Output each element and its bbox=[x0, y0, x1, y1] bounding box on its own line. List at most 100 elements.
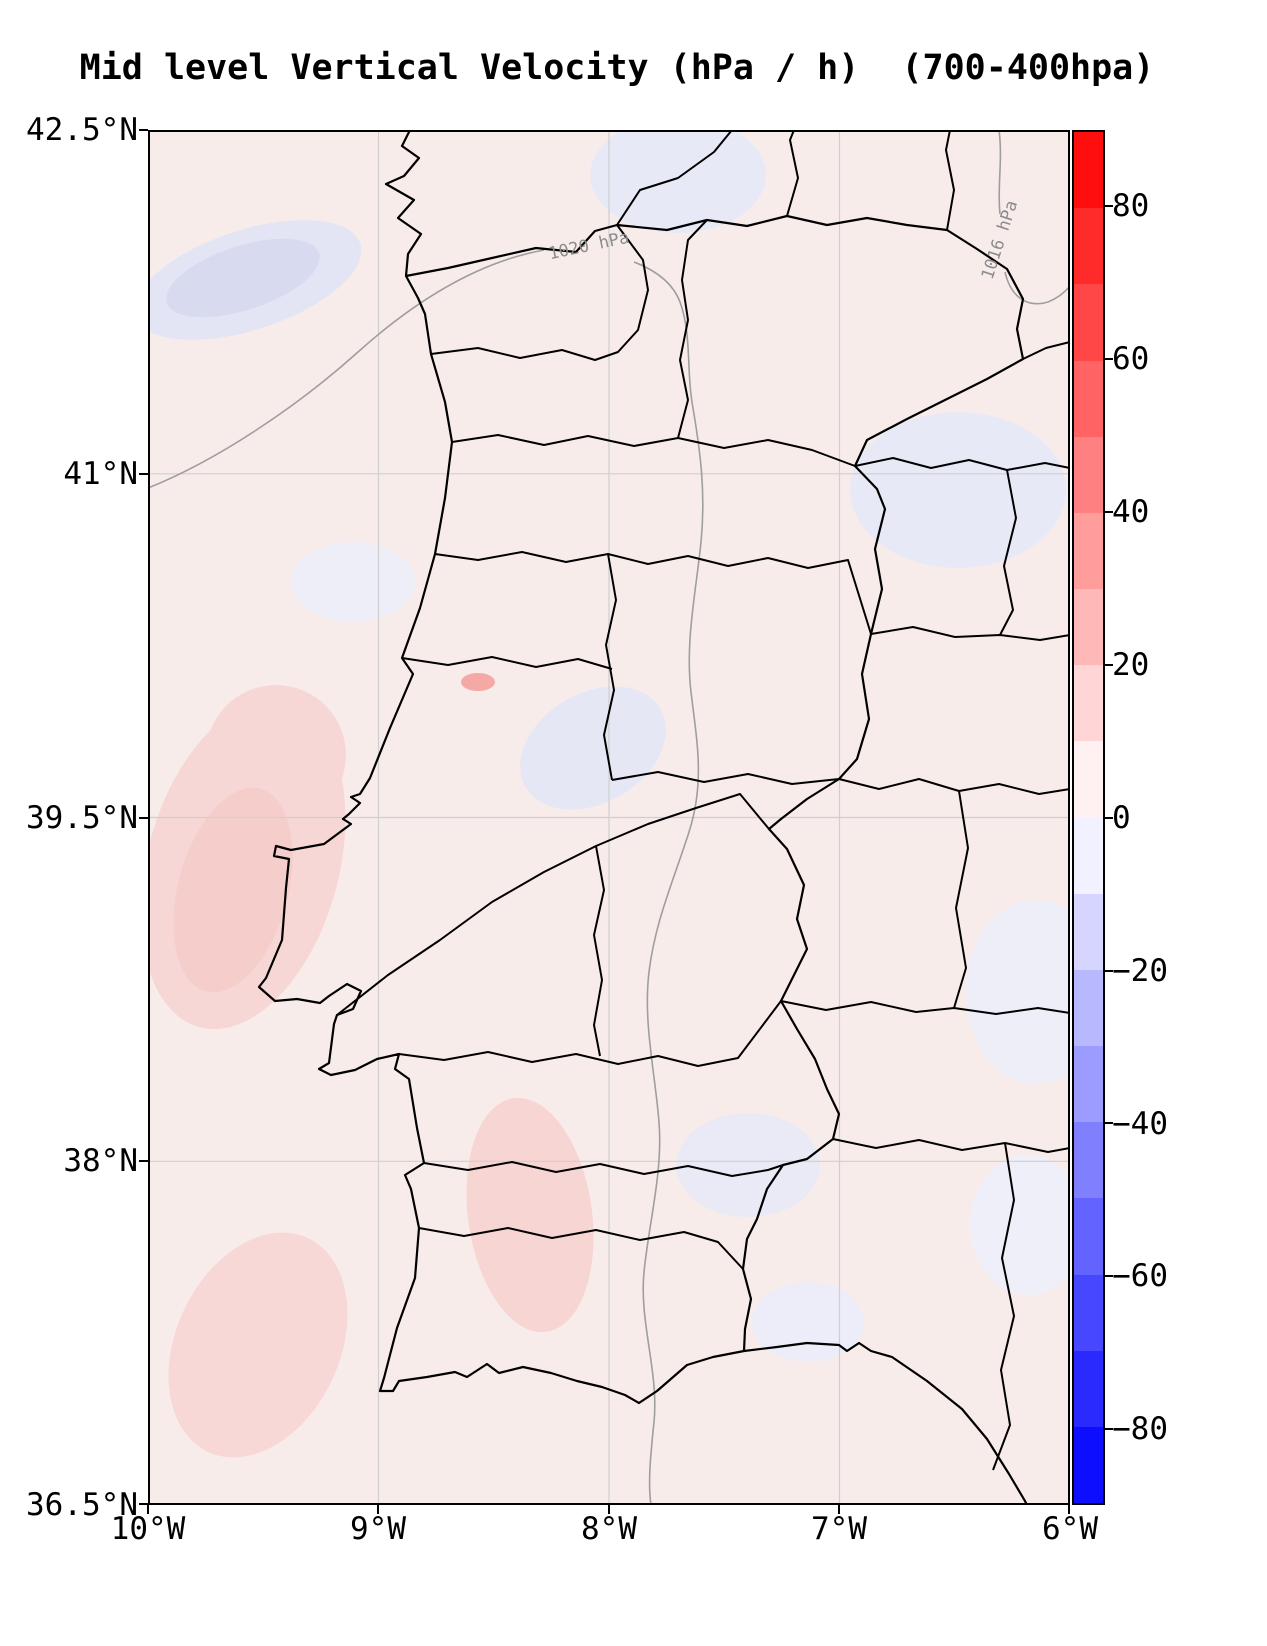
isobar-1016-upper bbox=[998, 130, 1002, 215]
district-border bbox=[677, 219, 708, 439]
lat-tick-label: 39.5°N bbox=[26, 800, 138, 836]
colorbar-tick-label: 0 bbox=[1112, 800, 1131, 836]
province-border bbox=[616, 130, 733, 226]
colorbar-tick-mark bbox=[1105, 205, 1113, 207]
graticule-gridlines bbox=[148, 130, 1070, 1505]
colorbar-segment bbox=[1074, 893, 1103, 970]
colorbar-tick-mark bbox=[1105, 358, 1113, 360]
lon-tick-label: 6°W bbox=[1042, 1511, 1098, 1547]
district-border bbox=[401, 656, 613, 670]
district-borders bbox=[336, 130, 1070, 1471]
lat-tick-mark bbox=[139, 1160, 148, 1162]
colorbar-segment bbox=[1074, 665, 1103, 742]
colorbar-segment bbox=[1074, 208, 1103, 285]
negative-anomaly-blob bbox=[590, 130, 766, 233]
country-border bbox=[405, 214, 1025, 1352]
positive-anomaly-blob bbox=[173, 787, 293, 993]
colorbar-segment bbox=[1074, 284, 1103, 361]
district-border bbox=[434, 551, 872, 635]
colorbar-segment bbox=[1074, 360, 1103, 437]
province-border bbox=[870, 626, 1070, 641]
lon-tick-label: 9°W bbox=[350, 1511, 406, 1547]
province-border bbox=[945, 130, 955, 231]
district-border bbox=[336, 793, 770, 1016]
isobar-1020-west bbox=[148, 249, 545, 489]
lon-tick-mark bbox=[838, 1505, 840, 1514]
lon-tick-mark bbox=[608, 1505, 610, 1514]
colorbar-tick-label: −40 bbox=[1112, 1106, 1168, 1142]
negative-anomaly-blob bbox=[676, 1113, 820, 1217]
lon-tick-label: 8°W bbox=[581, 1511, 637, 1547]
negative-anomaly-blob bbox=[520, 686, 666, 810]
positive-anomaly-patches bbox=[148, 673, 594, 1458]
positive-anomaly-spot bbox=[461, 673, 495, 691]
colorbar-segment bbox=[1074, 1046, 1103, 1123]
isobars bbox=[148, 130, 1070, 1505]
colorbar-segment bbox=[1074, 1198, 1103, 1275]
lat-tick-mark bbox=[139, 1503, 148, 1505]
province-border bbox=[832, 1138, 1070, 1153]
lat-tick-mark bbox=[139, 129, 148, 131]
province-border bbox=[999, 469, 1017, 636]
colorbar-segment bbox=[1074, 1426, 1103, 1504]
negative-anomaly-blob bbox=[291, 542, 415, 622]
negative-anomaly-blob bbox=[966, 900, 1070, 1084]
colorbar-segment bbox=[1074, 1274, 1103, 1351]
district-border bbox=[418, 1227, 744, 1270]
colorbar-tick-label: 20 bbox=[1112, 647, 1150, 683]
colorbar-tick-label: 80 bbox=[1112, 188, 1150, 224]
colorbar-segment bbox=[1074, 1122, 1103, 1199]
map-svg bbox=[148, 130, 1070, 1505]
district-border bbox=[398, 1000, 782, 1067]
coastline bbox=[257, 130, 1028, 1505]
province-border bbox=[780, 1000, 1070, 1015]
lat-tick-label: 41°N bbox=[63, 456, 138, 492]
colorbar-tick-mark bbox=[1105, 970, 1113, 972]
map-plot: 1020 hPa 1016 hPa bbox=[148, 130, 1070, 1505]
isobar-1020-central bbox=[633, 261, 704, 1505]
colorbar-segment bbox=[1074, 436, 1103, 513]
province-border bbox=[854, 457, 1070, 471]
colorbar-tick-mark bbox=[1105, 511, 1113, 513]
negative-anomaly-blob bbox=[166, 238, 320, 318]
colorbar-tick-label: 40 bbox=[1112, 494, 1150, 530]
lat-tick-mark bbox=[139, 473, 148, 475]
colorbar-segment bbox=[1074, 132, 1103, 209]
lat-tick-label: 38°N bbox=[63, 1143, 138, 1179]
lat-tick-label: 36.5°N bbox=[26, 1487, 138, 1523]
colorbar-segment bbox=[1074, 817, 1103, 894]
district-border bbox=[430, 224, 649, 361]
negative-anomaly-blob bbox=[850, 412, 1066, 568]
colorbar-tick-mark bbox=[1105, 1122, 1113, 1124]
colorbar-segment bbox=[1074, 741, 1103, 818]
colorbar-tick-mark bbox=[1105, 817, 1113, 819]
isobar-1016-lower bbox=[1004, 271, 1070, 305]
colorbar-tick-label: −80 bbox=[1112, 1411, 1168, 1447]
province-border bbox=[953, 790, 969, 1009]
colorbar bbox=[1072, 130, 1105, 1505]
lon-tick-mark bbox=[147, 1505, 149, 1514]
lat-tick-label: 42.5°N bbox=[26, 112, 138, 148]
negative-anomaly-blob bbox=[752, 1282, 864, 1362]
positive-anomaly-blob bbox=[168, 1232, 348, 1458]
lon-tick-mark bbox=[1068, 1505, 1070, 1514]
province-border bbox=[786, 130, 799, 217]
colorbar-segment bbox=[1074, 589, 1103, 666]
district-border bbox=[451, 434, 856, 467]
colorbar-tick-label: 60 bbox=[1112, 341, 1150, 377]
colorbar-segment bbox=[1074, 1350, 1103, 1427]
colorbar-tick-label: −20 bbox=[1112, 953, 1168, 989]
colorbar-tick-mark bbox=[1105, 664, 1113, 666]
colorbar-segment bbox=[1074, 512, 1103, 590]
lon-tick-mark bbox=[377, 1505, 379, 1514]
colorbar-tick-label: −60 bbox=[1112, 1258, 1168, 1294]
district-border bbox=[611, 771, 840, 785]
colorbar-tick-mark bbox=[1105, 1275, 1113, 1277]
district-border bbox=[593, 845, 605, 1057]
colorbar-segment bbox=[1074, 969, 1103, 1047]
figure-title: Mid level Vertical Velocity (hPa / h) (7… bbox=[79, 48, 1155, 88]
lat-tick-mark bbox=[139, 817, 148, 819]
province-border bbox=[992, 1142, 1015, 1471]
lon-tick-label: 10°W bbox=[110, 1511, 186, 1547]
plot-frame bbox=[148, 130, 1070, 1505]
